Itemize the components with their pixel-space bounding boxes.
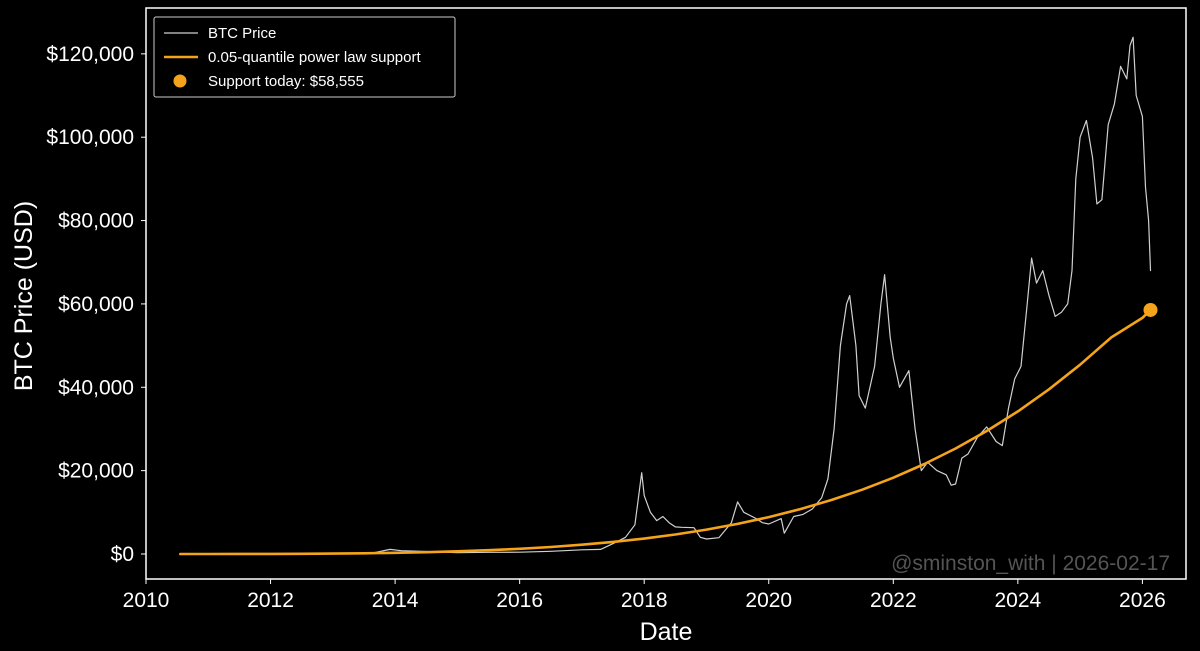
btc-price-line <box>179 36 1152 555</box>
legend: BTC Price 0.05-quantile power law suppor… <box>153 16 456 98</box>
y-axis-title: BTC Price (USD) <box>10 201 38 391</box>
y-tick-label-80000: $80,000 <box>58 210 134 233</box>
y-tick-label-20000: $20,000 <box>58 460 134 483</box>
x-tick-label-2012: 2012 <box>247 589 294 612</box>
y-tick-label-0: $0 <box>111 543 134 566</box>
y-tick-label-120000: $120,000 <box>46 43 134 66</box>
x-tick-label-2018: 2018 <box>621 589 668 612</box>
x-tick-label-2024: 2024 <box>994 589 1041 612</box>
y-tick-label-60000: $60,000 <box>58 293 134 316</box>
y-axis: $0 $20,000 $40,000 $60,000 $80,000 $100,000 $1… <box>46 43 146 566</box>
legend-label-support: 0.05-quantile power law support <box>208 49 421 66</box>
x-tick-label-2016: 2016 <box>496 589 543 612</box>
y-tick-label-100000: $100,000 <box>46 126 134 149</box>
legend-label-btc-price: BTC Price <box>208 25 276 42</box>
plot-frame <box>145 7 1187 580</box>
x-axis-title: Date <box>640 618 693 646</box>
legend-box <box>153 16 456 98</box>
x-tick-label-2014: 2014 <box>372 589 419 612</box>
series-layer <box>179 36 1158 556</box>
watermark: @sminston_with | 2026-02-17 <box>891 552 1170 575</box>
y-tick-label-40000: $40,000 <box>58 376 134 399</box>
x-axis: 2010 2012 2014 2016 2018 2020 2022 2024 2026 <box>123 579 1166 612</box>
legend-label-marker: Support today: $58,555 <box>208 73 364 90</box>
x-tick-label-2020: 2020 <box>745 589 792 612</box>
support-line <box>179 308 1152 556</box>
x-tick-label-2026: 2026 <box>1119 589 1166 612</box>
legend-swatch-marker <box>173 74 187 88</box>
x-tick-label-2022: 2022 <box>870 589 917 612</box>
x-tick-label-2010: 2010 <box>123 589 170 612</box>
support-today-marker <box>1143 302 1158 317</box>
